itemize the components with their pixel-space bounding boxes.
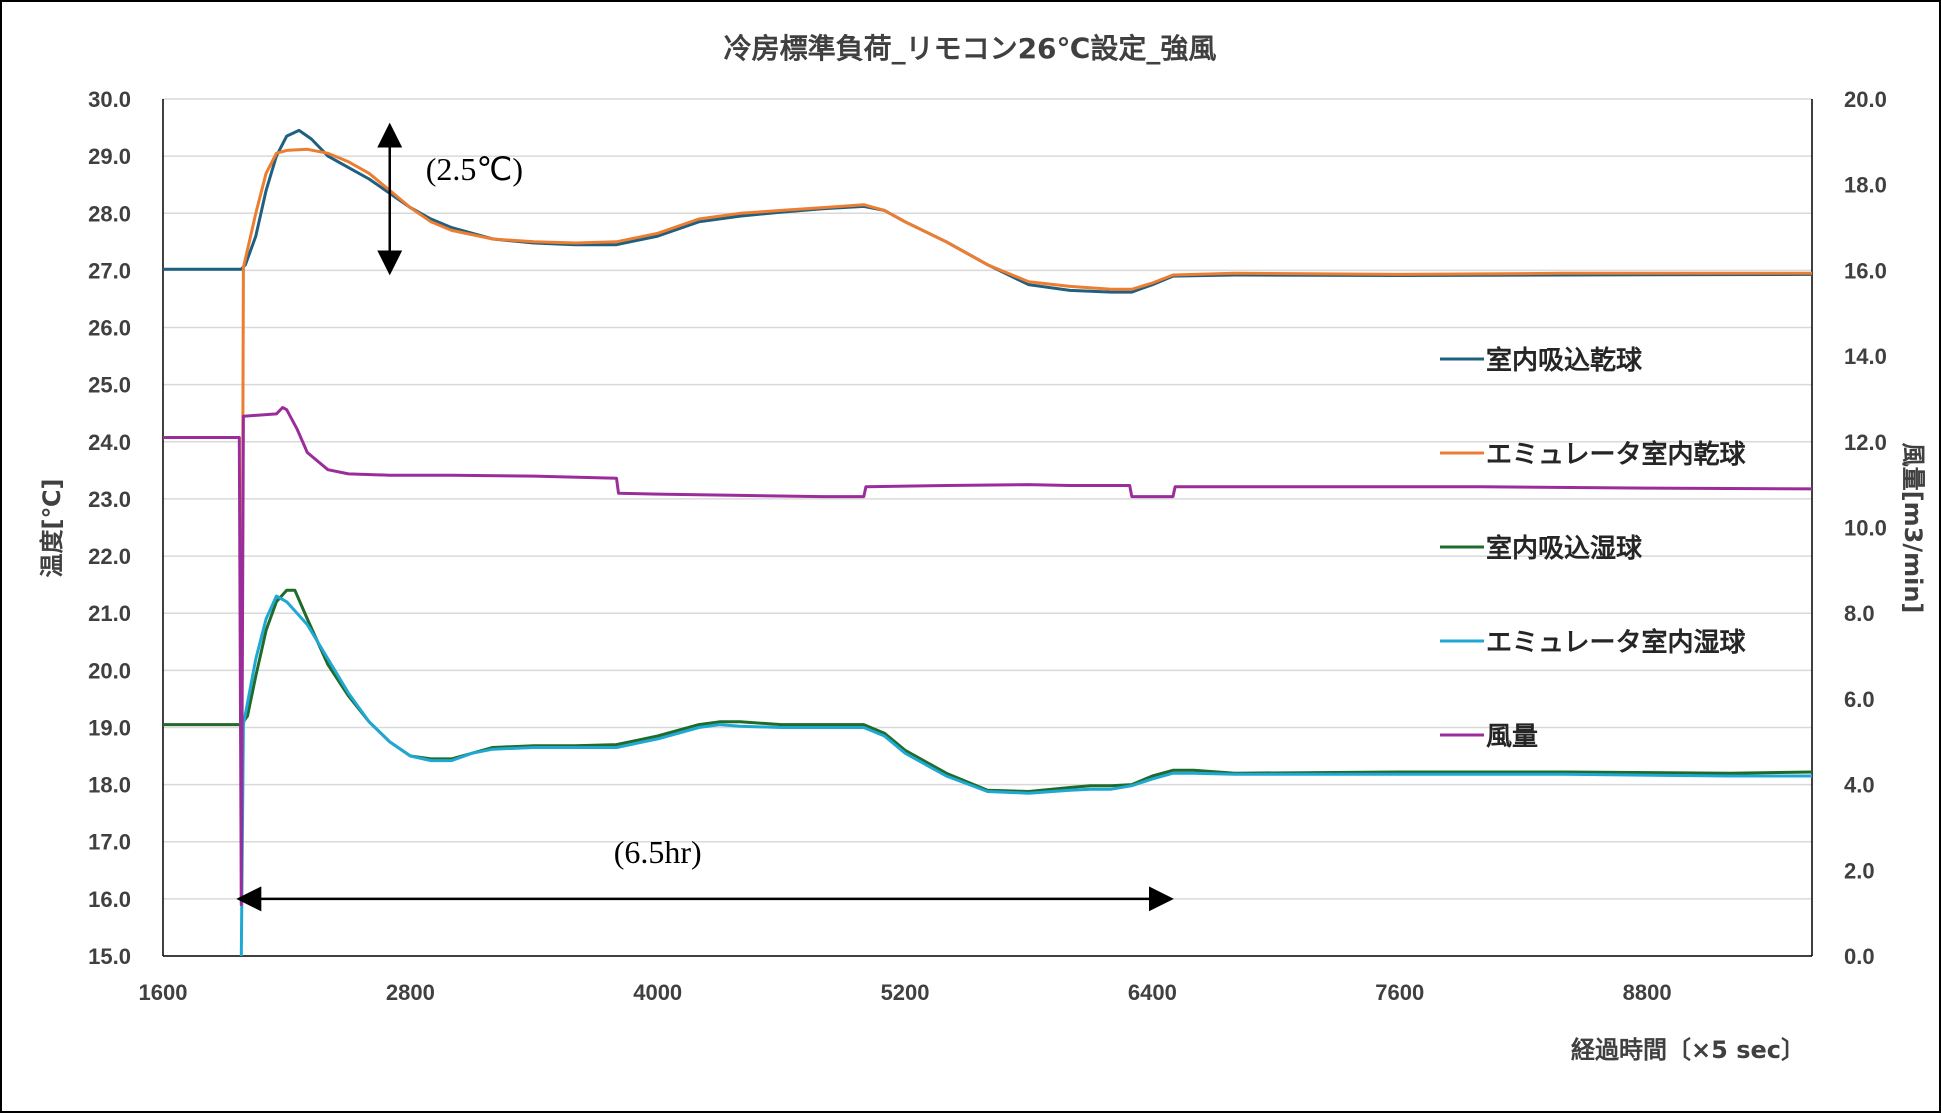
y2-tick-label: 10.0 — [1844, 516, 1887, 541]
y-tick-label: 19.0 — [88, 715, 131, 740]
y-axis-ticks: 15.0 16.0 17.0 18.0 19.0 20.0 21.0 22.0 23.0 24.0… — [88, 87, 131, 969]
y2-tick-label: 6.0 — [1844, 687, 1875, 712]
legend-entry: エミュレータ室内湿球 — [1486, 627, 1746, 658]
y2-tick-label: 18.0 — [1844, 173, 1887, 198]
y2-tick-label: 4.0 — [1844, 773, 1875, 798]
y-tick-label: 28.0 — [88, 201, 131, 226]
y2-tick-label: 20.0 — [1844, 87, 1887, 112]
y2-tick-label: 0.0 — [1844, 944, 1875, 969]
legend-entry: 室内吸込湿球 — [1486, 533, 1643, 564]
y-tick-label: 17.0 — [88, 830, 131, 855]
x-tick-label: 4000 — [633, 980, 682, 1005]
y-tick-label: 22.0 — [88, 544, 131, 569]
gridlines — [163, 98, 1812, 900]
y2-tick-label: 16.0 — [1844, 258, 1887, 283]
y-tick-label: 26.0 — [88, 316, 131, 341]
legend-entry: 風量 — [1486, 722, 1538, 752]
x-tick-label: 8800 — [1623, 980, 1672, 1005]
legend-entry: 室内吸込乾球 — [1486, 345, 1643, 376]
y2-tick-label: 12.0 — [1844, 430, 1887, 455]
x-tick-label: 1600 — [139, 980, 188, 1005]
y-tick-label: 21.0 — [88, 601, 131, 626]
x-axis-label: 経過時間〔×5 sec〕 — [1571, 1036, 1805, 1064]
annotations: (2.5℃) (6.5hr) — [236, 122, 1174, 912]
y-tick-label: 15.0 — [88, 944, 131, 969]
y-tick-label: 30.0 — [88, 87, 131, 112]
y2-tick-label: 2.0 — [1844, 858, 1875, 883]
y2-axis-ticks: 0.0 2.0 4.0 6.0 8.0 10.0 12.0 14.0 16.0 18.0 20.0 — [1844, 87, 1887, 969]
series-line — [239, 147, 1812, 899]
y2-axis-label: 風量[m3/min] — [1899, 443, 1927, 614]
duration-label: (6.5hr) — [614, 834, 702, 870]
x-tick-label: 6400 — [1128, 980, 1177, 1005]
y2-tick-label: 8.0 — [1844, 601, 1875, 626]
series-line — [163, 128, 1813, 294]
y-tick-label: 20.0 — [88, 658, 131, 683]
x-tick-label: 2800 — [386, 980, 435, 1005]
series-line — [163, 406, 1813, 907]
y-tick-label: 24.0 — [88, 430, 131, 455]
x-tick-label: 5200 — [881, 980, 930, 1005]
legend-entry: エミュレータ室内乾球 — [1486, 439, 1746, 470]
series-line — [239, 594, 1812, 957]
x-axis-ticks: 1600 2800 4000 5200 6400 7600 8800 — [139, 980, 1672, 1005]
y-tick-label: 18.0 — [88, 773, 131, 798]
y-axis-label: 温度[℃] — [38, 479, 66, 578]
series-lines — [163, 128, 1813, 957]
series-line — [163, 588, 1813, 793]
axes — [162, 99, 1813, 957]
y-tick-label: 23.0 — [88, 487, 131, 512]
y2-tick-label: 14.0 — [1844, 344, 1887, 369]
chart-title: 冷房標準負荷_リモコン26℃設定_強風 — [724, 32, 1217, 65]
x-tick-label: 7600 — [1375, 980, 1424, 1005]
y-tick-label: 27.0 — [88, 258, 131, 283]
y-tick-label: 25.0 — [88, 373, 131, 398]
y-tick-label: 29.0 — [88, 144, 131, 169]
y-tick-label: 16.0 — [88, 887, 131, 912]
temp-diff-label: (2.5℃) — [426, 151, 523, 187]
